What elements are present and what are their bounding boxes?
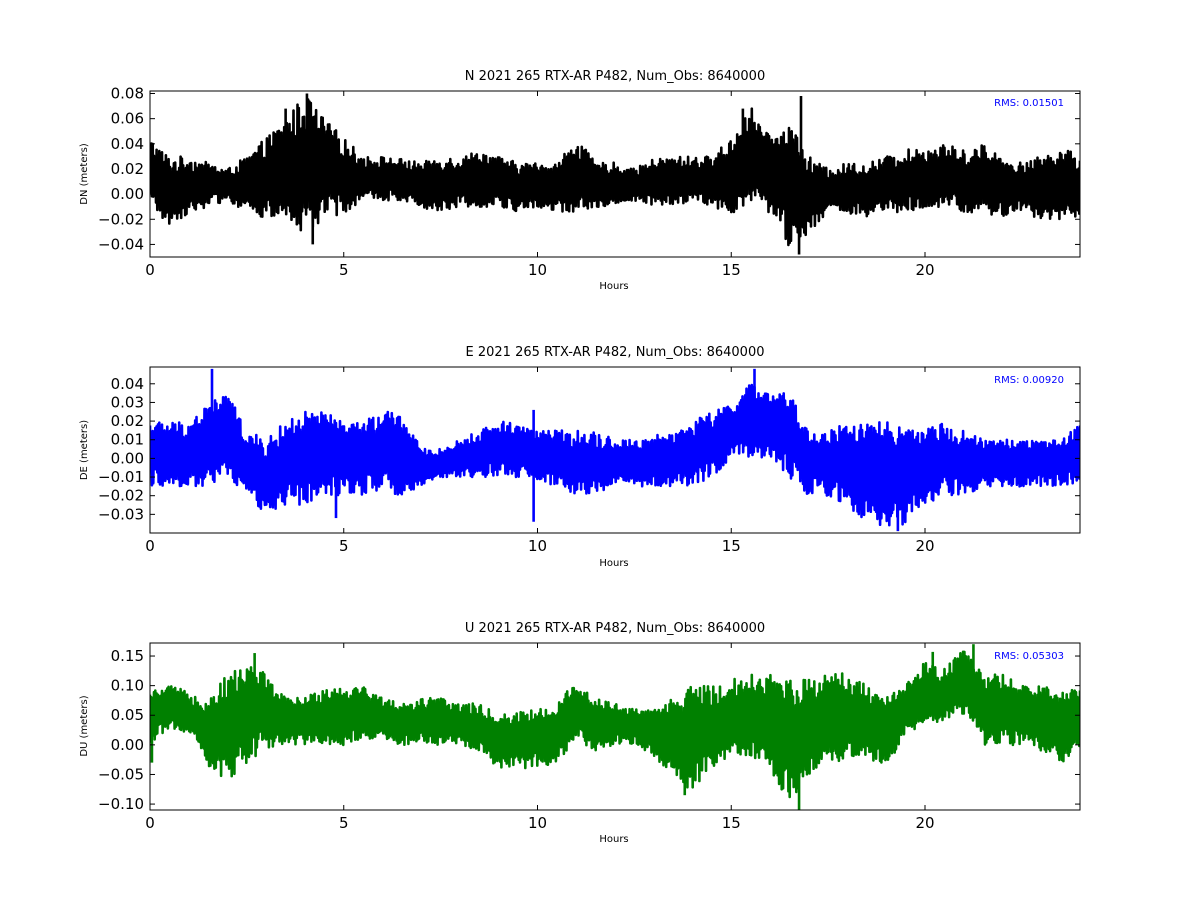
y-tick-label: 0.00 <box>111 736 144 754</box>
x-tick-label: 10 <box>528 537 547 555</box>
x-tick-label: 0 <box>145 261 155 279</box>
x-axis-label: Hours <box>599 834 628 845</box>
x-tick-label: 5 <box>339 537 349 555</box>
axes-frame <box>149 366 1081 534</box>
x-tick-label: 15 <box>722 261 741 279</box>
x-axis-label: Hours <box>599 281 628 292</box>
y-tick-label: 0.04 <box>111 135 144 153</box>
y-tick-label: 0.08 <box>111 85 144 103</box>
y-tick-label: 0.02 <box>111 160 144 178</box>
series-line <box>150 98 1080 247</box>
y-tick-label: 0.02 <box>111 412 144 430</box>
rms-annotation: RMS: 0.05303 <box>994 651 1064 662</box>
rms-annotation: RMS: 0.00920 <box>994 375 1064 386</box>
y-tick-label: 0.00 <box>111 449 144 467</box>
x-tick-label: 15 <box>722 814 741 832</box>
y-tick-label: 0.01 <box>111 431 144 449</box>
y-tick-label: −0.03 <box>98 505 144 523</box>
y-tick-label: 0.06 <box>111 110 144 128</box>
y-tick-label: −0.02 <box>98 210 144 228</box>
axes-frame <box>149 642 1081 811</box>
y-tick-label: 0.04 <box>111 375 144 393</box>
y-tick-label: 0.00 <box>111 185 144 203</box>
x-axis-label: Hours <box>599 558 628 569</box>
y-tick-label: −0.01 <box>98 468 144 486</box>
x-tick-label: 20 <box>915 814 934 832</box>
subplot-up: U 2021 265 RTX-AR P482, Num_Obs: 8640000… <box>79 621 1081 845</box>
y-tick-label: −0.10 <box>98 795 144 813</box>
y-tick-label: 0.10 <box>111 677 144 695</box>
subplot-north: N 2021 265 RTX-AR P482, Num_Obs: 8640000… <box>79 69 1081 292</box>
y-tick-label: 0.15 <box>111 647 144 665</box>
y-axis-label: DU (meters) <box>79 695 90 756</box>
plot-title: N 2021 265 RTX-AR P482, Num_Obs: 8640000 <box>465 69 765 84</box>
x-tick-label: 5 <box>339 261 349 279</box>
subplot-east: E 2021 265 RTX-AR P482, Num_Obs: 8640000… <box>79 345 1081 569</box>
x-tick-label: 0 <box>145 537 155 555</box>
x-tick-label: 10 <box>528 814 547 832</box>
plot-title: U 2021 265 RTX-AR P482, Num_Obs: 8640000 <box>465 621 765 636</box>
y-tick-label: −0.04 <box>98 235 144 253</box>
y-tick-label: 0.03 <box>111 393 144 411</box>
y-axis-label: DE (meters) <box>79 420 90 480</box>
y-axis-label: DN (meters) <box>79 143 90 205</box>
series-line <box>150 650 1080 799</box>
series-line <box>150 383 1080 527</box>
x-tick-label: 20 <box>915 261 934 279</box>
x-tick-label: 20 <box>915 537 934 555</box>
y-tick-label: −0.02 <box>98 487 144 505</box>
x-tick-label: 10 <box>528 261 547 279</box>
axes-frame <box>149 90 1081 258</box>
plot-title: E 2021 265 RTX-AR P482, Num_Obs: 8640000 <box>466 345 765 360</box>
x-tick-label: 15 <box>722 537 741 555</box>
x-tick-label: 5 <box>339 814 349 832</box>
y-tick-label: 0.05 <box>111 706 144 724</box>
x-tick-label: 0 <box>145 814 155 832</box>
y-tick-label: −0.05 <box>98 765 144 783</box>
rms-annotation: RMS: 0.01501 <box>994 98 1064 109</box>
